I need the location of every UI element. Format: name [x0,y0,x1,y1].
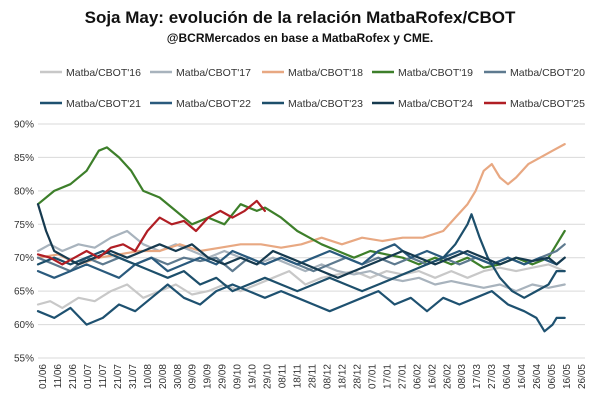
y-tick-label: 55% [14,354,34,365]
series-line [36,199,266,266]
y-tick-label: 65% [14,287,34,298]
series-line [36,283,566,333]
legend-label: Matba/CBOT'20 [510,67,585,79]
x-tick-label: 26/05 [577,364,588,389]
x-tick-label: 01/07 [83,364,94,389]
series-line [36,146,566,269]
x-tick-label: 06/02 [412,364,423,389]
x-tick-label: 29/10 [263,364,274,389]
x-tick-label: 09/09 [188,364,199,389]
x-tick-label: 07/01 [367,364,378,389]
x-tick-label: 01/06 [38,364,49,389]
x-tick-label: 08/12 [322,364,333,389]
x-tick-label: 16/04 [517,364,528,389]
x-tick-label: 10/08 [143,364,154,389]
legend-label: Matba/CBOT'21 [66,98,141,110]
y-tick-label: 70% [14,253,34,264]
x-tick-label: 28/11 [308,364,319,389]
y-tick-label: 75% [14,220,34,231]
legend-label: Matba/CBOT'22 [176,98,251,110]
x-tick-label: 21/06 [68,364,79,389]
chart-subtitle: @BCRMercados en base a MatbaRofex y CME. [166,31,434,45]
y-tick-label: 80% [14,186,34,197]
legend-label: Matba/CBOT'19 [398,67,473,79]
x-tick-label: 28/12 [352,364,363,389]
legend-label: Matba/CBOT'18 [288,67,363,79]
x-tick-label: 21/07 [113,364,124,389]
x-tick-label: 26/04 [532,364,543,389]
series-line [36,229,566,293]
x-tick-label: 11/07 [98,364,109,389]
x-tick-label: 26/02 [442,364,453,389]
y-tick-label: 90% [14,120,34,131]
x-tick-label: 31/07 [128,364,139,389]
legend-label: Matba/CBOT'24 [398,98,473,110]
x-tick-label: 20/08 [158,364,169,389]
legend-label: Matba/CBOT'25 [510,98,585,110]
legend-label: Matba/CBOT'23 [288,98,363,110]
x-tick-label: 16/05 [562,364,573,389]
series-line [36,243,566,279]
x-tick-label: 09/10 [233,364,244,389]
x-tick-label: 08/11 [278,364,289,389]
x-tick-label: 27/03 [487,364,498,389]
chart-title: Soja May: evolución de la relación Matba… [84,8,516,27]
series-line [36,203,566,279]
x-tick-label: 19/10 [248,364,259,389]
x-tick-label: 19/09 [203,364,214,389]
x-tick-label: 11/06 [53,364,64,389]
x-tick-label: 18/11 [293,364,304,389]
series-line [36,213,566,299]
y-tick-label: 85% [14,153,34,164]
y-tick-label: 60% [14,320,34,331]
x-tick-label: 08/03 [457,364,468,389]
x-tick-label: 17/03 [472,364,483,389]
x-tick-label: 27/01 [397,364,408,389]
x-tick-label: 17/01 [382,364,393,389]
x-tick-label: 30/08 [173,364,184,389]
series-line [36,263,566,309]
x-tick-label: 16/02 [427,364,438,389]
x-tick-label: 06/05 [547,364,558,389]
x-tick-label: 06/04 [502,364,513,389]
x-tick-label: 18/12 [337,364,348,389]
legend-label: Matba/CBOT'16 [66,67,141,79]
x-tick-label: 29/09 [218,364,229,389]
legend-label: Matba/CBOT'17 [176,67,251,79]
